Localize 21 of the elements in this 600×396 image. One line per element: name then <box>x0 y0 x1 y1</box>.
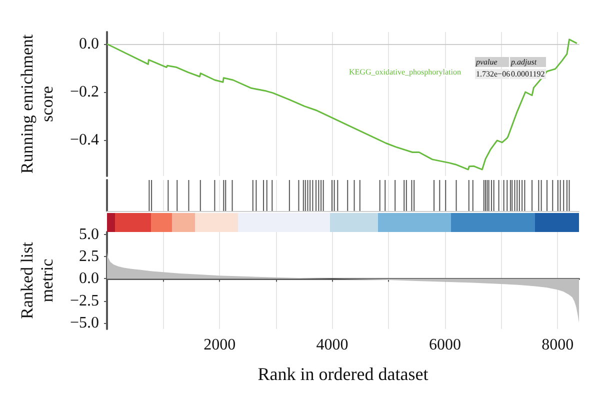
x-tick-label: 8000 <box>542 336 574 354</box>
y-axis-title: Ranked list metric <box>18 242 56 319</box>
y-tick-label: −2.5 <box>70 292 99 310</box>
text: KEGG_oxidative_phosphorylation <box>349 68 461 76</box>
x-tick-label: 2000 <box>204 336 236 354</box>
annotation: p.adjust <box>510 58 538 66</box>
y-tick-label: −0.4 <box>70 132 99 148</box>
y-tick-label: 5.0 <box>79 226 99 244</box>
annotation: 0.0001192 <box>511 70 545 78</box>
x-tick-label: 4000 <box>316 336 348 354</box>
y-tick-label: −5.0 <box>70 314 99 332</box>
x-axis-title: Rank in ordered dataset <box>258 364 428 384</box>
y-axis-title: Running enrichment score <box>18 34 56 174</box>
line-series <box>106 38 578 170</box>
annotation: 1.732e−06 <box>476 70 510 78</box>
y-tick-label: −0.2 <box>70 84 99 100</box>
y-tick-label: 0.0 <box>79 36 99 52</box>
y-tick-label: 0.0 <box>79 270 99 288</box>
x-tick-label: 6000 <box>428 336 461 354</box>
y-tick-label: 2.5 <box>79 248 99 266</box>
annotation: pvalue <box>475 58 498 66</box>
